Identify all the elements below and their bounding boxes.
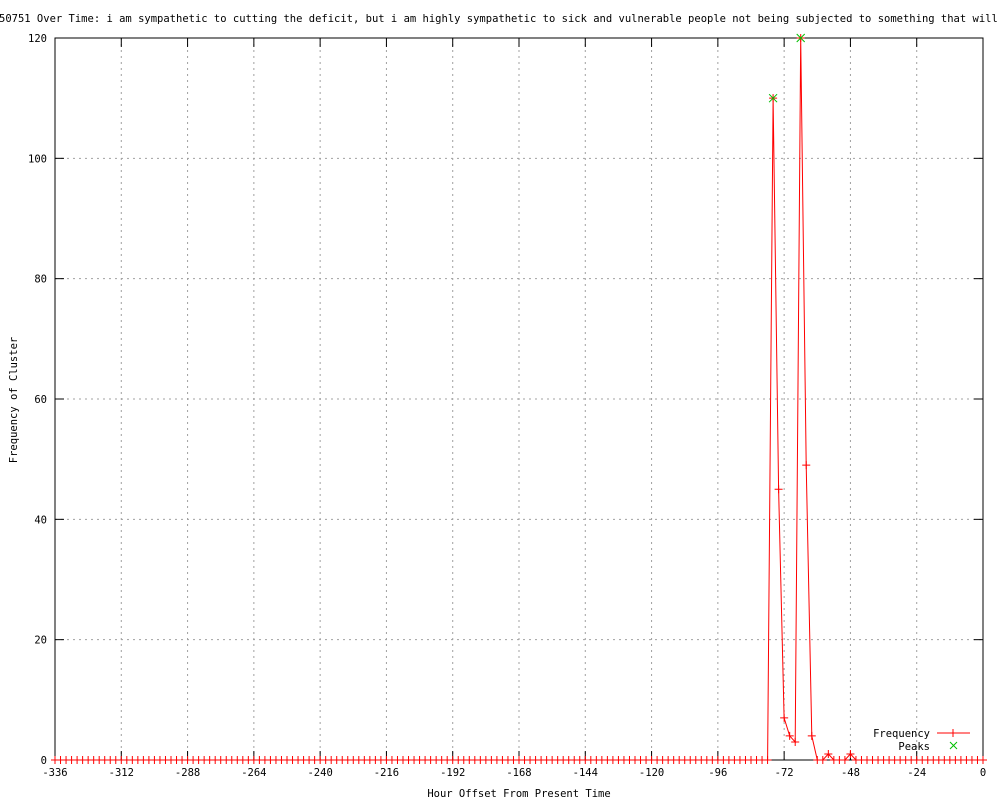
y-tick-label: 40 [34,514,47,526]
x-tick-label: -120 [639,767,664,779]
x-tick-label: -216 [374,767,399,779]
legend: Frequency Peaks [873,728,970,753]
frequency-point [802,461,811,470]
frequency-point [791,737,800,746]
y-tick-label: 20 [34,635,47,647]
legend-peaks-label: Peaks [898,741,930,753]
y-tick-label: 0 [41,755,47,767]
x-tick-label: -96 [708,767,727,779]
frequency-point [840,756,849,764]
x-tick-label: -312 [109,767,134,779]
axis-ticks: -336 -312 -288 -264 -240 -216 -192 -168 -144 -120… [28,33,986,779]
y-tick-label: 60 [34,394,47,406]
y-axis-label: Frequency of Cluster [8,337,20,463]
x-tick-label: -264 [241,767,266,779]
y-tick-label: 80 [34,274,47,286]
frequency-point [846,749,855,758]
x-tick-label: -48 [841,767,860,779]
frequency-point [979,756,987,764]
frequency-point [824,749,833,758]
x-tick-label: 0 [980,767,986,779]
x-tick-label: -168 [506,767,531,779]
frequency-point [763,756,772,764]
legend-peaks-marker [949,741,958,750]
frequency-point [807,731,816,740]
series-layer [51,33,987,764]
x-tick-label: -144 [573,767,598,779]
x-tick-label: -288 [175,767,200,779]
y-tick-label: 100 [28,153,47,165]
y-tick-label: 120 [28,33,47,45]
x-tick-label: -72 [775,767,794,779]
x-tick-label: -240 [307,767,332,779]
frequency-point [818,756,827,764]
x-tick-label: -24 [907,767,926,779]
frequency-point [780,713,789,722]
frequency-point [785,731,794,740]
peak-point [796,33,806,43]
x-tick-label: -192 [440,767,465,779]
chart-title: 50751 Over Time: i am sympathetic to cut… [0,13,1000,25]
grid [55,38,983,760]
peak-point [768,93,778,103]
legend-frequency-label: Frequency [873,728,930,740]
x-tick-label: -336 [42,767,67,779]
x-axis-label: Hour Offset From Present Time [427,788,610,800]
legend-frequency-marker [949,729,957,737]
frequency-point [774,485,783,494]
